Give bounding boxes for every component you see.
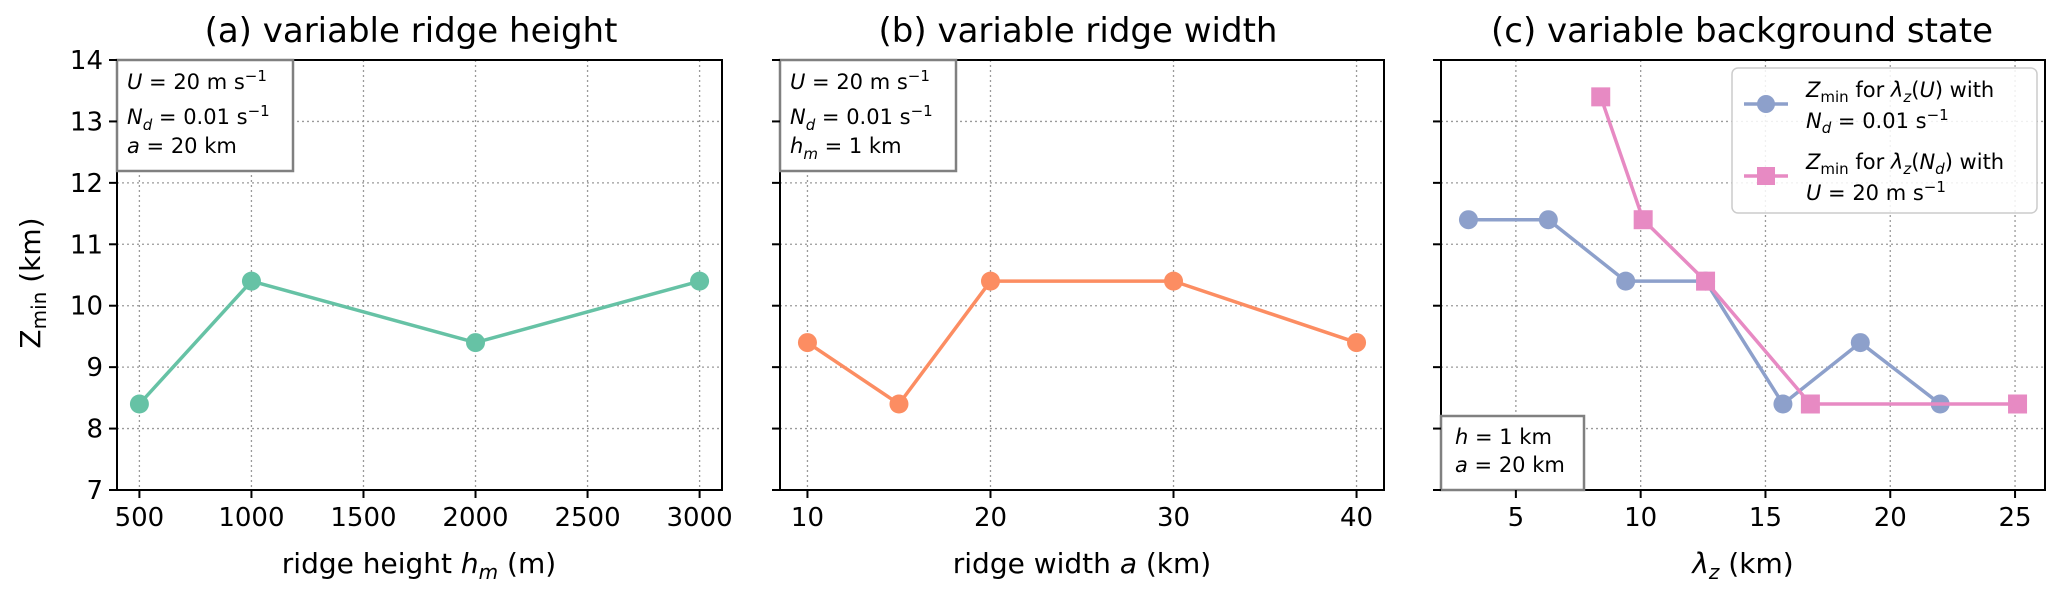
x-tick-label: 2500 (554, 503, 620, 533)
x-tick-label: 1000 (218, 503, 284, 533)
data-point-blue (1616, 271, 1636, 291)
data-point-green (690, 271, 710, 291)
data-point-pink (1696, 271, 1716, 291)
legend-pink-label: Zmin for λz(Nd) with (1805, 150, 2004, 178)
panel-a-frame (116, 59, 723, 491)
panel-c-legend: Zmin for λz(U) with Nd = 0.01 s−1 Zmin f… (1731, 67, 2038, 214)
x-tick-label: 10 (1624, 503, 1657, 533)
y-tick-label: 12 (70, 169, 103, 199)
legend-blue-label: Zmin for λz(U) with (1805, 78, 1994, 106)
panel-a-title: (a) variable ridge height (205, 11, 618, 51)
panel-a-annotation-line-2: Nd = 0.01 s−1 (127, 102, 270, 134)
data-point-blue (1850, 333, 1870, 353)
panel-b-annotation-line-1: U = 20 m s−1 (790, 67, 930, 94)
panel-a: (a) variable ridge height U = 20 m s−1 N… (70, 11, 733, 584)
data-point-green (466, 333, 486, 353)
y-tick-label: 11 (70, 230, 103, 260)
data-point-orange (797, 333, 817, 353)
x-tick-label: 40 (1340, 503, 1373, 533)
y-tick-label: 13 (70, 107, 103, 137)
data-point-orange (1347, 333, 1367, 353)
y-tick-label: 9 (86, 353, 103, 383)
data-point-pink (2008, 394, 2028, 414)
x-tick-label: 30 (1157, 503, 1190, 533)
x-tick-label: 25 (1999, 503, 2032, 533)
data-point-blue (1773, 394, 1793, 414)
panel-b: (b) variable ridge width U = 20 m s−1 Nd… (772, 11, 1385, 580)
x-tick-label: 1500 (330, 503, 396, 533)
panel-c-annotation-line-1: h = 1 km (1455, 425, 1552, 449)
panel-b-annotation-line-2: Nd = 0.01 s−1 (790, 102, 933, 134)
legend-frame (1731, 67, 2038, 214)
data-point-pink (1800, 394, 1820, 414)
panel-b-annotation-line-3: hm = 1 km (790, 134, 902, 163)
data-point-pink (1633, 210, 1653, 230)
panel-a-annotation-box (115, 58, 295, 173)
x-tick-label: 20 (1874, 503, 1907, 533)
panel-a-annotation: U = 20 m s−1 Nd = 0.01 s−1 a = 20 km (115, 58, 295, 173)
panel-b-annotation: U = 20 m s−1 Nd = 0.01 s−1 hm = 1 km (778, 58, 958, 173)
x-tick-label: 3000 (667, 503, 733, 533)
y-tick-label: 7 (86, 476, 103, 506)
data-point-green (241, 271, 261, 291)
x-tick-label: 5 (1508, 503, 1525, 533)
data-point-orange (889, 394, 909, 414)
data-point-orange (980, 271, 1000, 291)
panel-a-x-axis-label: ridge height hm (m) (282, 547, 556, 584)
panel-b-annotation-box (778, 58, 958, 173)
data-point-blue (1538, 210, 1558, 230)
panel-a-series (129, 271, 710, 414)
y-tick-label: 10 (70, 292, 103, 322)
series-line-blue (1468, 217, 1942, 406)
x-tick-label: 15 (1749, 503, 1782, 533)
y-axis-label: Zmin (km) (14, 217, 51, 348)
panel-c-frame (1440, 59, 2046, 491)
panel-b-title: (b) variable ridge width (879, 11, 1278, 51)
data-point-orange (1164, 271, 1184, 291)
y-tick-label: 14 (70, 46, 103, 76)
series-line-green (138, 279, 701, 406)
panel-c-title: (c) variable background state (1491, 11, 1993, 51)
panel-c-x-axis-label: λz (km) (1690, 547, 1793, 584)
legend-blue-marker (1757, 95, 1775, 113)
panel-a-annotation-line-1: U = 20 m s−1 (127, 67, 267, 94)
y-tick-label: 8 (86, 415, 103, 445)
x-tick-label: 500 (115, 503, 165, 533)
panel-b-series (797, 271, 1367, 414)
legend-blue-label-2: Nd = 0.01 s−1 (1806, 106, 1949, 137)
data-point-blue (1458, 210, 1478, 230)
panel-b-frame (779, 59, 1385, 491)
data-point-green (129, 394, 149, 414)
panel-c-annotation-line-2: a = 20 km (1455, 453, 1565, 477)
x-tick-label: 2000 (442, 503, 508, 533)
panel-c-annotation-box (1439, 414, 1586, 492)
panel-b-x-axis-label: ridge width a (km) (953, 547, 1211, 580)
panel-c-series (1458, 87, 2028, 414)
series-line-orange (806, 279, 1358, 406)
legend-pink-marker (1757, 167, 1775, 185)
panel-a-annotation-line-3: a = 20 km (127, 134, 237, 158)
panel-c: (c) variable background state h = 1 km a… (1433, 11, 2046, 584)
legend-pink-label-2: U = 20 m s−1 (1806, 178, 1946, 205)
data-point-pink (1591, 87, 1611, 107)
x-tick-label: 10 (791, 503, 824, 533)
x-tick-label: 20 (974, 503, 1007, 533)
panel-c-annotation: h = 1 km a = 20 km (1439, 414, 1586, 492)
